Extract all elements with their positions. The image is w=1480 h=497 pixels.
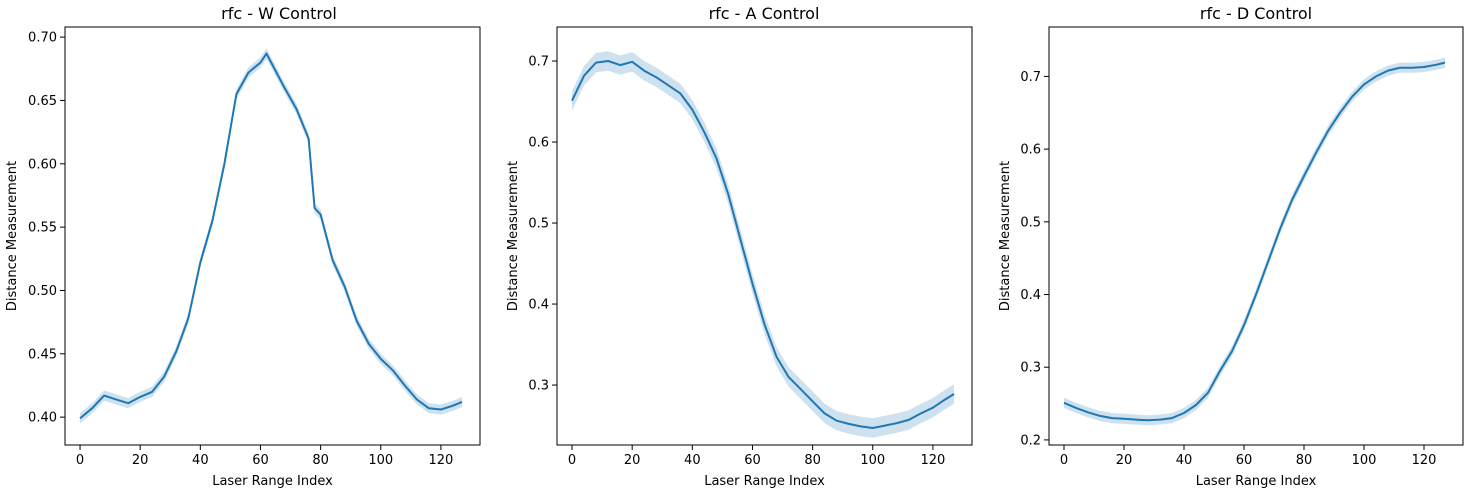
- x-tick-label: 60: [1236, 453, 1253, 468]
- axes-frame: [1048, 26, 1464, 446]
- chart-title-a: rfc - A Control: [709, 4, 820, 23]
- x-axis-label-a: Laser Range Index: [704, 474, 825, 489]
- x-tick-label: 40: [1176, 453, 1193, 468]
- y-axis-label-w: Distance Measurement: [5, 161, 20, 311]
- axes-frame: [64, 26, 481, 446]
- x-tick-label: 100: [368, 453, 393, 468]
- axes-frame: [556, 26, 973, 446]
- y-tick-label: 0.6: [528, 136, 549, 151]
- y-tick-label: 0.6: [1020, 143, 1041, 158]
- x-tick-label: 100: [860, 453, 885, 468]
- confidence-band: [572, 51, 954, 438]
- y-tick-label: 0.5: [528, 217, 549, 232]
- confidence-band: [1064, 57, 1445, 426]
- chart-title-d: rfc - D Control: [1200, 4, 1312, 23]
- x-tick-label: 0: [1060, 453, 1068, 468]
- series-line: [571, 60, 955, 429]
- chart-title-w: rfc - W Control: [221, 4, 337, 23]
- x-tick-label: 60: [252, 453, 269, 468]
- x-tick-label: 0: [568, 453, 576, 468]
- y-tick-label: 0.7: [1020, 70, 1041, 85]
- x-tick-label: 100: [1352, 453, 1377, 468]
- x-tick-label: 20: [624, 453, 641, 468]
- panel-w-control: rfc - W Control Laser Range Index Distan…: [5, 4, 481, 489]
- series-line: [79, 52, 463, 420]
- y-tick-label: 0.70: [28, 31, 57, 46]
- series-line: [1063, 61, 1446, 422]
- y-axis-label-a: Distance Measurement: [506, 161, 521, 311]
- x-axis-label-w: Laser Range Index: [212, 474, 333, 489]
- y-tick-label: 0.3: [1020, 361, 1041, 376]
- y-tick-label: 0.45: [28, 347, 57, 362]
- y-axis-label-d: Distance Measurement: [998, 161, 1013, 311]
- x-tick-label: 80: [312, 453, 329, 468]
- y-tick-label: 0.2: [1020, 433, 1041, 448]
- y-tick-label: 0.4: [528, 298, 549, 313]
- x-tick-label: 0: [76, 453, 84, 468]
- x-tick-label: 80: [804, 453, 821, 468]
- y-tick-label: 0.55: [28, 221, 57, 236]
- y-tick-label: 0.40: [28, 411, 57, 426]
- x-tick-label: 80: [1296, 453, 1313, 468]
- x-tick-label: 20: [132, 453, 149, 468]
- x-tick-label: 40: [192, 453, 209, 468]
- y-tick-label: 0.60: [28, 157, 57, 172]
- x-tick-label: 120: [428, 453, 453, 468]
- x-tick-label: 120: [920, 453, 945, 468]
- y-tick-label: 0.7: [528, 55, 549, 70]
- y-tick-label: 0.5: [1020, 215, 1041, 230]
- x-axis-label-d: Laser Range Index: [1196, 474, 1317, 489]
- y-tick-label: 0.65: [28, 94, 57, 109]
- y-tick-label: 0.3: [528, 379, 549, 394]
- y-tick-label: 0.4: [1020, 288, 1041, 303]
- x-tick-label: 40: [684, 453, 701, 468]
- x-tick-label: 120: [1412, 453, 1437, 468]
- x-tick-label: 60: [744, 453, 761, 468]
- x-tick-label: 20: [1116, 453, 1133, 468]
- confidence-band: [80, 48, 462, 424]
- y-tick-label: 0.50: [28, 284, 57, 299]
- panel-a-control: rfc - A Control Laser Range Index Distan…: [506, 4, 973, 489]
- panel-d-control: rfc - D Control Laser Range Index Distan…: [998, 4, 1464, 489]
